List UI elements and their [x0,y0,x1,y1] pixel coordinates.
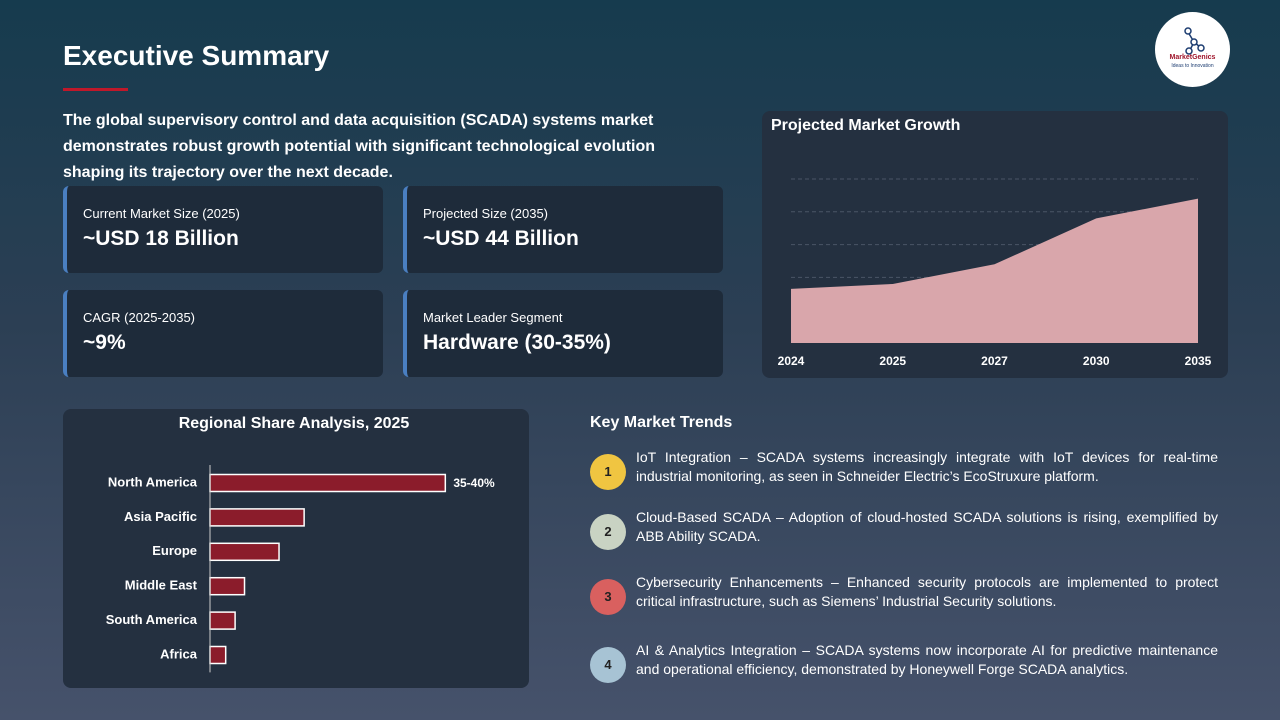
logo-icon [1184,27,1205,55]
metric-value: ~USD 18 Billion [83,227,239,250]
category-label: North America [108,474,198,489]
trend-text: Cybersecurity Enhancements – Enhanced se… [636,574,1218,609]
trends-title: Key Market Trends [590,414,733,431]
x-tick-label: 2035 [1185,354,1212,368]
trend-number: 1 [590,454,626,490]
x-tick-label: 2027 [981,354,1008,368]
metric-value: ~USD 44 Billion [423,227,579,250]
category-label: Middle East [125,578,198,593]
metric-label: CAGR (2025-2035) [83,310,195,325]
title-underline [63,88,128,91]
bar-chart-panel: Regional Share Analysis, 2025 North Ameri… [63,409,529,688]
metric-card: Current Market Size (2025) ~USD 18 Billio… [63,186,383,273]
area-chart: Projected Market Growth 2024 2025 2027 2030 2… [771,117,1212,368]
trend-text: AI & Analytics Integration – SCADA syste… [636,642,1218,677]
trend-number: 3 [590,579,626,615]
category-label: Africa [160,646,198,661]
x-tick-label: 2024 [778,354,805,368]
category-label: Asia Pacific [124,509,197,524]
intro-text: The global supervisory control and data … [63,112,656,181]
x-tick-label: 2030 [1083,354,1110,368]
chart-title: Projected Market Growth [771,117,960,134]
chart-title: Regional Share Analysis, 2025 [179,415,410,432]
metric-card: CAGR (2025-2035) ~9% [63,290,383,377]
trend-text: IoT Integration – SCADA systems increasi… [636,449,1218,484]
bar [209,611,236,630]
value-label: 35-40% [453,476,495,490]
logo-name: MarketGenics [1169,54,1216,61]
bar [209,542,280,562]
trend-number: 4 [590,647,626,683]
bar [209,508,305,527]
area-chart-panel: Projected Market Growth 2024 2025 2027 2030 2… [762,111,1228,378]
metric-value: Hardware (30-35%) [423,331,611,354]
bar-chart: Regional Share Analysis, 2025 North Ameri… [106,415,495,673]
category-label: Europe [152,543,197,558]
logo: MarketGenics Ideas to Innovation [1155,12,1230,87]
category-label: South America [106,612,198,627]
metric-card: Projected Size (2035) ~USD 44 Billion [403,186,723,273]
x-tick-label: 2025 [879,354,906,368]
metric-label: Projected Size (2035) [423,206,549,221]
metric-label: Current Market Size (2025) [83,206,240,221]
metric-value: ~9% [83,331,126,354]
bar [209,473,447,493]
area [791,198,1198,343]
bar [209,645,227,665]
metric-card: Market Leader Segment Hardware (30-35%) [403,290,723,377]
logo-tagline: Ideas to Innovation [1171,63,1214,69]
bar [209,576,246,596]
metric-label: Market Leader Segment [423,310,563,325]
trend-text: Cloud-Based SCADA – Adoption of cloud-ho… [636,509,1218,544]
page-title: Executive Summary [63,40,330,71]
trend-number: 2 [590,514,626,550]
